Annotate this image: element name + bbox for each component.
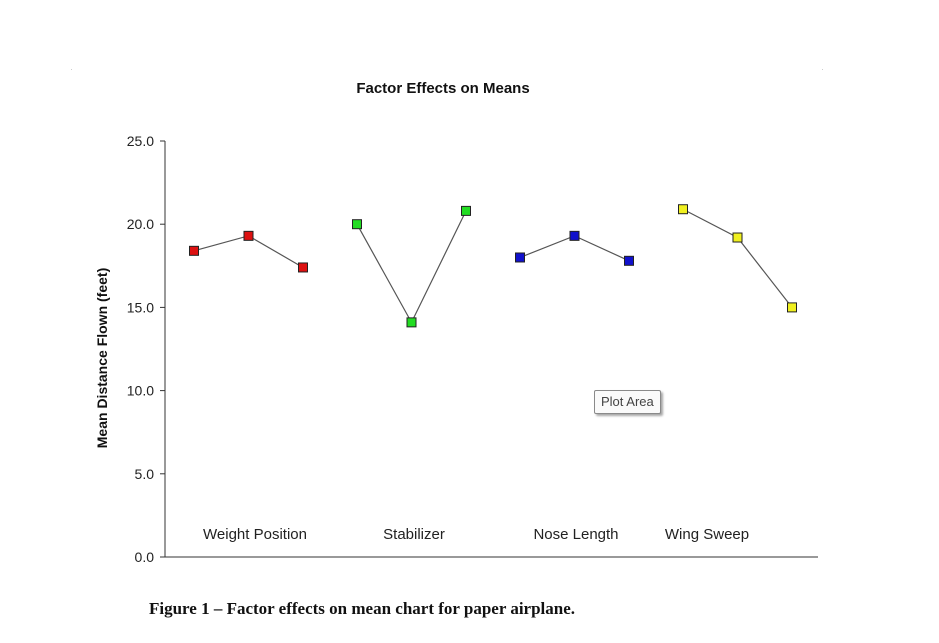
data-point-marker [732,232,743,243]
chart-area-corner-right [822,69,823,70]
category-label: Nose Length [533,526,618,543]
series-lines [193,208,793,324]
series-markers [189,204,797,328]
chart-title: Factor Effects on Means [356,80,529,97]
data-point-marker [189,245,199,256]
category-labels: Weight Position Stabilizer Nose Length Wing… [203,526,749,543]
data-point-marker [461,205,471,216]
y-ticks: 0.0 5.0 10.0 15.0 20.0 25.0 [127,133,165,565]
y-tick-label: 0.0 [135,549,155,565]
data-point-marker [787,302,797,313]
data-point-marker [678,204,688,215]
data-point-marker [406,317,417,328]
y-axis-label: Mean Distance Flown (feet) [94,268,110,448]
data-point-marker [352,219,362,230]
data-point-marker [569,230,580,241]
y-tick-label: 25.0 [127,133,154,149]
category-label: Wing Sweep [665,526,749,543]
data-point-marker [624,255,634,266]
y-tick-label: 15.0 [127,299,154,315]
y-tick-label: 5.0 [135,466,155,482]
data-point-marker [515,252,525,263]
data-point-marker [243,230,254,241]
series-line [356,210,467,324]
category-label: Stabilizer [383,526,445,543]
series-line [682,208,793,308]
chart-area-corner-left [71,69,72,70]
category-label: Weight Position [203,526,307,543]
figure-caption: Figure 1 – Factor effects on mean chart … [149,599,576,618]
plot-area-tooltip: Plot Area [594,390,661,414]
y-tick-label: 20.0 [127,216,154,232]
data-point-marker [298,262,308,273]
y-tick-label: 10.0 [127,383,154,399]
